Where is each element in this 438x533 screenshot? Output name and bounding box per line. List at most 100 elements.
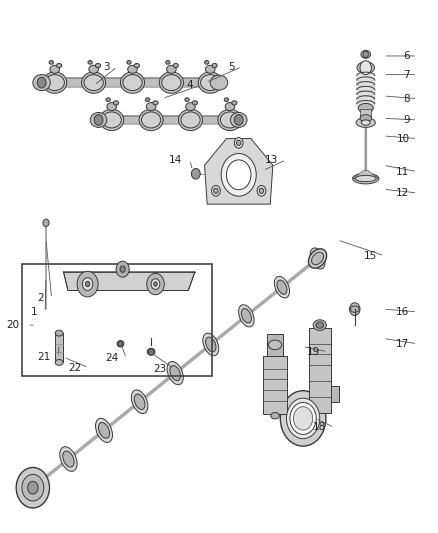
Ellipse shape: [162, 75, 181, 91]
Ellipse shape: [316, 322, 324, 328]
Circle shape: [286, 398, 320, 439]
Ellipse shape: [361, 50, 371, 58]
Ellipse shape: [186, 102, 195, 110]
Circle shape: [234, 138, 243, 148]
Ellipse shape: [123, 75, 142, 91]
Ellipse shape: [166, 66, 176, 74]
Circle shape: [350, 303, 360, 316]
Ellipse shape: [230, 112, 247, 127]
Ellipse shape: [117, 341, 124, 347]
Ellipse shape: [310, 248, 325, 269]
Circle shape: [37, 77, 46, 88]
Ellipse shape: [224, 98, 229, 101]
Ellipse shape: [107, 102, 117, 110]
Text: 19: 19: [307, 347, 320, 357]
Ellipse shape: [89, 66, 99, 74]
Ellipse shape: [95, 418, 113, 442]
Circle shape: [280, 391, 326, 446]
Circle shape: [363, 51, 368, 58]
Circle shape: [118, 341, 123, 346]
Text: 10: 10: [396, 134, 410, 143]
Text: 16: 16: [396, 307, 410, 317]
Circle shape: [28, 481, 38, 494]
Circle shape: [85, 281, 90, 287]
Ellipse shape: [181, 112, 200, 128]
Ellipse shape: [350, 306, 359, 312]
Ellipse shape: [99, 423, 110, 438]
Ellipse shape: [24, 475, 42, 500]
Ellipse shape: [308, 249, 327, 268]
Text: 12: 12: [396, 188, 410, 198]
Ellipse shape: [232, 101, 237, 105]
Polygon shape: [331, 386, 339, 402]
Text: 3: 3: [103, 62, 110, 71]
Polygon shape: [205, 139, 273, 204]
Ellipse shape: [313, 320, 326, 330]
Ellipse shape: [355, 175, 376, 182]
Ellipse shape: [205, 66, 215, 74]
Ellipse shape: [357, 62, 374, 74]
Circle shape: [82, 278, 93, 290]
Ellipse shape: [173, 63, 178, 68]
Ellipse shape: [147, 349, 155, 356]
Circle shape: [221, 154, 256, 196]
Ellipse shape: [113, 101, 119, 105]
Text: 21: 21: [37, 352, 50, 362]
Bar: [267, 334, 283, 356]
Circle shape: [22, 474, 44, 501]
Ellipse shape: [33, 75, 50, 91]
Bar: [263, 356, 287, 414]
Ellipse shape: [356, 118, 375, 127]
Ellipse shape: [198, 72, 222, 93]
Bar: [360, 109, 371, 118]
Ellipse shape: [220, 112, 240, 128]
Ellipse shape: [50, 66, 60, 74]
Circle shape: [147, 273, 164, 295]
Circle shape: [237, 140, 241, 146]
Ellipse shape: [60, 447, 77, 471]
Circle shape: [214, 188, 218, 193]
Circle shape: [226, 160, 251, 190]
Circle shape: [212, 185, 220, 196]
Text: 8: 8: [403, 94, 410, 103]
Ellipse shape: [146, 102, 156, 110]
Ellipse shape: [311, 252, 324, 265]
Circle shape: [120, 266, 125, 272]
Ellipse shape: [27, 480, 39, 496]
Ellipse shape: [106, 98, 110, 101]
Ellipse shape: [170, 366, 180, 381]
Ellipse shape: [55, 330, 63, 336]
Ellipse shape: [128, 66, 138, 74]
Ellipse shape: [127, 60, 131, 64]
Text: 14: 14: [169, 155, 182, 165]
Text: 6: 6: [403, 51, 410, 61]
Text: 24: 24: [105, 353, 118, 363]
Polygon shape: [64, 272, 195, 290]
Text: 13: 13: [265, 155, 278, 165]
Ellipse shape: [99, 109, 124, 131]
Circle shape: [154, 282, 157, 286]
Ellipse shape: [166, 60, 170, 64]
Ellipse shape: [49, 60, 53, 64]
Ellipse shape: [205, 60, 209, 64]
Ellipse shape: [361, 120, 370, 125]
Ellipse shape: [353, 173, 379, 184]
Circle shape: [94, 115, 103, 125]
Ellipse shape: [225, 102, 235, 110]
Ellipse shape: [192, 101, 198, 105]
Ellipse shape: [55, 359, 63, 366]
Bar: [55, 333, 63, 362]
Ellipse shape: [139, 109, 163, 131]
Ellipse shape: [191, 170, 200, 177]
Circle shape: [16, 467, 49, 508]
Polygon shape: [99, 116, 239, 124]
Ellipse shape: [95, 63, 101, 68]
Ellipse shape: [210, 75, 228, 90]
Text: 4: 4: [186, 80, 193, 90]
Ellipse shape: [42, 72, 67, 93]
Circle shape: [116, 261, 129, 277]
Text: 22: 22: [68, 363, 81, 373]
Ellipse shape: [134, 394, 145, 409]
Ellipse shape: [313, 252, 322, 265]
Text: 23: 23: [153, 364, 166, 374]
